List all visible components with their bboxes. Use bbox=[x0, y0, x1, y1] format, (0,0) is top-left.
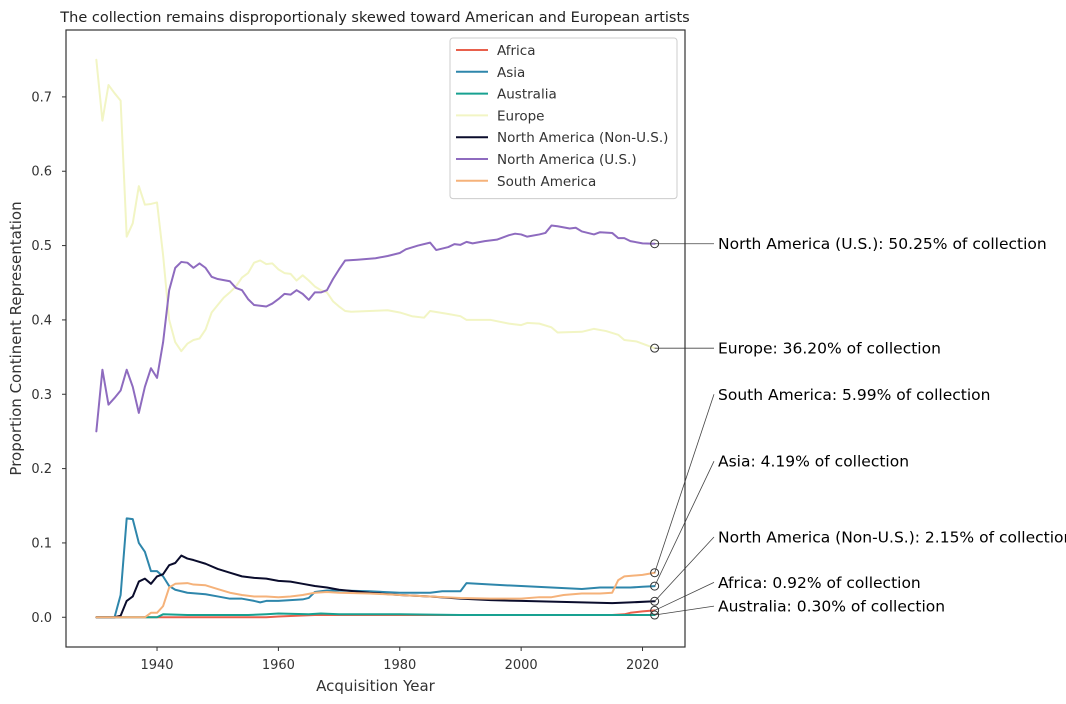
legend: Africa Asia Australia Europe North America (… bbox=[449, 37, 678, 200]
y-tick-label: 0.7 bbox=[31, 90, 52, 105]
annotation-marker-south-america bbox=[650, 568, 660, 578]
x-tick-label: 1980 bbox=[383, 658, 416, 673]
y-tick-label: 0.6 bbox=[31, 165, 52, 180]
annotation-marker-europe bbox=[650, 343, 660, 353]
annotation-leader-australia bbox=[654, 605, 715, 616]
annotation-label-north-america-non-u-s: North America (Non-U.S.): 2.15% of colle… bbox=[718, 528, 1066, 546]
plot-area bbox=[95, 58, 656, 619]
y-axis-title: Proportion Continent Representation bbox=[7, 201, 25, 475]
annotation-label-asia: Asia: 4.19% of collection bbox=[718, 453, 909, 471]
x-axis-ticks: 1940 1960 1980 2000 2020 bbox=[140, 647, 659, 673]
legend-label-north-america-non-u-s: North America (Non-U.S.) bbox=[497, 130, 668, 146]
plot-frame bbox=[65, 29, 686, 648]
legend-box bbox=[449, 37, 678, 200]
annotation-leader-africa bbox=[654, 581, 715, 611]
annotation-leader-south-america bbox=[654, 394, 715, 573]
y-tick-label: 0.2 bbox=[31, 462, 52, 477]
annotation-label-africa: Africa: 0.92% of collection bbox=[718, 574, 921, 592]
series-line-asia bbox=[95, 517, 656, 619]
y-axis-ticks: 0.0 0.1 0.2 0.3 0.4 0.5 0.6 0.7 bbox=[31, 90, 66, 626]
x-tick-label: 2000 bbox=[505, 658, 538, 673]
legend-label-asia: Asia bbox=[497, 65, 525, 81]
y-tick-label: 0.5 bbox=[31, 239, 52, 254]
legend-label-south-america: South America bbox=[497, 174, 596, 190]
y-tick-label: 0.4 bbox=[31, 313, 52, 328]
x-tick-label: 2020 bbox=[626, 658, 659, 673]
y-tick-label: 0.0 bbox=[31, 611, 52, 626]
legend-label-africa: Africa bbox=[497, 43, 536, 59]
annotation-label-europe: Europe: 36.20% of collection bbox=[718, 340, 941, 358]
x-tick-label: 1960 bbox=[262, 658, 295, 673]
annotations: North America (U.S.): 50.25% of collecti… bbox=[650, 235, 1066, 620]
x-tick-label: 1940 bbox=[140, 658, 173, 673]
annotation-leader-asia bbox=[654, 460, 715, 587]
annotation-label-north-america-u-s: North America (U.S.): 50.25% of collecti… bbox=[718, 235, 1047, 253]
annotation-leader-north-america-non-u-s bbox=[654, 536, 715, 602]
legend-label-europe: Europe bbox=[497, 108, 544, 124]
annotation-marker-north-america-u-s bbox=[650, 239, 660, 249]
annotation-label-australia: Australia: 0.30% of collection bbox=[718, 598, 945, 616]
series-line-north-america-non-u-s bbox=[95, 554, 656, 619]
series-line-south-america bbox=[95, 571, 656, 619]
legend-label-australia: Australia bbox=[497, 87, 557, 103]
y-tick-label: 0.1 bbox=[31, 536, 52, 551]
chart-title: The collection remains disproportionaly … bbox=[59, 10, 689, 26]
series-line-europe bbox=[95, 58, 656, 353]
annotation-label-south-america: South America: 5.99% of collection bbox=[718, 386, 990, 404]
series-line-australia bbox=[95, 612, 656, 619]
annotation-marker-africa bbox=[650, 605, 660, 615]
legend-label-north-america-u-s: North America (U.S.) bbox=[497, 152, 637, 168]
annotation-marker-asia bbox=[650, 581, 660, 591]
annotation-marker-north-america-non-u-s bbox=[650, 596, 660, 606]
annotation-marker-australia bbox=[650, 610, 660, 620]
y-tick-label: 0.3 bbox=[31, 388, 52, 403]
series-line-north-america-u-s bbox=[95, 224, 656, 433]
x-axis-title: Acquisition Year bbox=[316, 677, 436, 695]
